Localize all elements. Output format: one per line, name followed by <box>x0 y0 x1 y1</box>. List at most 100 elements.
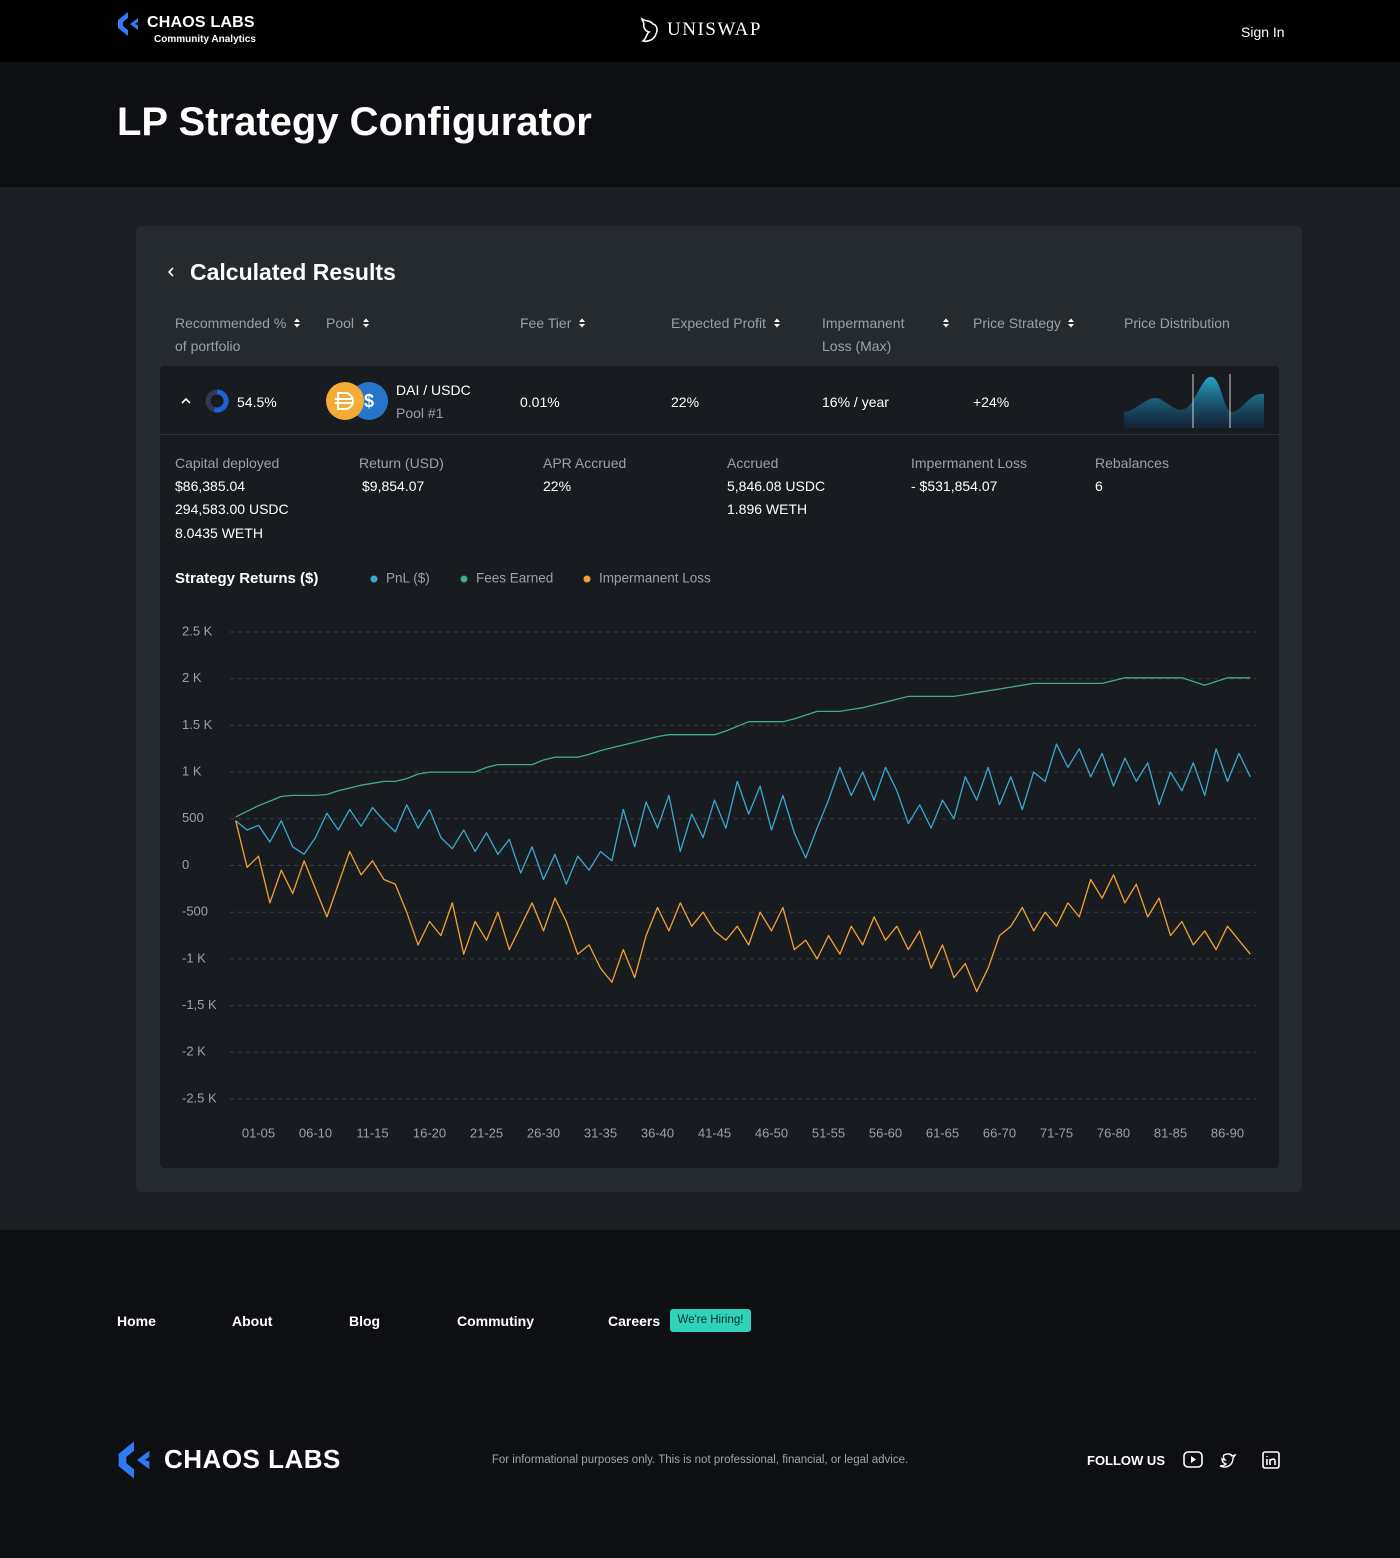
series-line <box>235 743 1251 885</box>
footer-logo <box>118 1441 150 1479</box>
page-title: LP Strategy Configurator <box>117 100 592 144</box>
x-tick-label: 26-30 <box>527 1125 560 1140</box>
y-tick-label: 1 K <box>182 764 202 779</box>
result-panel <box>160 366 1279 1168</box>
top-bar <box>0 0 1400 62</box>
x-tick-label: 81-85 <box>1154 1125 1187 1140</box>
x-tick-label: 21-25 <box>470 1125 503 1140</box>
y-tick-label: -500 <box>182 904 208 919</box>
x-tick-label: 46-50 <box>755 1125 788 1140</box>
y-tick-label: 500 <box>182 810 204 825</box>
column-header: Price Strategy <box>973 315 1061 331</box>
brand-subtitle: Community Analytics <box>154 34 256 45</box>
youtube-icon[interactable] <box>1183 1451 1203 1468</box>
detail-value: 6 <box>1095 478 1103 494</box>
sort-icon[interactable] <box>292 317 302 329</box>
detail-label: Capital deployed <box>175 455 280 471</box>
x-tick-label: 56-60 <box>869 1125 902 1140</box>
nav-link[interactable]: Home <box>117 1313 156 1329</box>
column-header: Price Distribution <box>1124 315 1230 331</box>
nav-link[interactable]: Commutiny <box>457 1313 534 1329</box>
series-line <box>235 820 1251 993</box>
detail-label: Return (USD) <box>359 455 444 471</box>
detail-value: $9,854.07 <box>362 478 425 494</box>
x-tick-label: 31-35 <box>584 1125 617 1140</box>
y-tick-label: -1,5 K <box>182 997 217 1012</box>
hiring-badge[interactable]: We're Hiring! <box>670 1309 751 1332</box>
column-header: Impermanent Loss (Max) <box>822 315 905 354</box>
y-tick-label: 1.5 K <box>182 717 213 732</box>
nav-link[interactable]: Careers <box>608 1313 661 1329</box>
detail-value: 1.896 WETH <box>727 501 808 518</box>
column-header: Fee Tier <box>520 315 572 331</box>
x-tick-label: 51-55 <box>812 1125 845 1140</box>
nav-link[interactable]: Blog <box>349 1313 381 1329</box>
x-tick-label: 06-10 <box>299 1125 332 1140</box>
detail-label: APR Accrued <box>543 455 627 471</box>
legend-label: Impermanent Loss <box>599 571 711 586</box>
pool-name: DAI / USDC <box>396 382 471 398</box>
x-tick-label: 41-45 <box>698 1125 731 1140</box>
legend-label: Fees Earned <box>476 571 553 586</box>
x-tick-label: 66-70 <box>983 1125 1016 1140</box>
social-icons <box>1183 1451 1280 1469</box>
footer <box>0 1230 1400 1558</box>
x-tick-label: 11-15 <box>356 1125 388 1140</box>
linkedin-icon[interactable] <box>1262 1451 1280 1469</box>
allocation-percent: 54.5% <box>237 394 277 410</box>
x-tick-label: 16-20 <box>413 1125 446 1140</box>
y-tick-label: 2 K <box>182 670 202 685</box>
fee-tier: 0.01% <box>520 394 560 410</box>
sort-icon[interactable] <box>577 317 587 329</box>
detail-value: $86,385.04 <box>175 478 246 494</box>
title-band <box>0 62 1400 187</box>
detail-value: 22% <box>543 478 572 494</box>
legend-swatch <box>460 575 468 583</box>
sign-in[interactable]: Sign In <box>1241 24 1285 40</box>
sort-icon[interactable] <box>941 317 951 329</box>
legend-swatch <box>370 575 378 583</box>
partner-name: UNISWAP <box>667 19 762 40</box>
sort-icon[interactable] <box>361 317 371 329</box>
collapse-icon[interactable] <box>180 395 192 407</box>
y-tick-label: -2.5 K <box>182 1090 217 1105</box>
x-tick-label: 36-40 <box>641 1125 674 1140</box>
detail-label: Impermanent Loss <box>911 455 1027 471</box>
disclaimer: For informational purposes only. This is… <box>491 1454 909 1466</box>
sort-icon[interactable] <box>772 317 782 329</box>
back-icon[interactable] <box>165 266 177 278</box>
y-tick-label: 0 <box>182 857 189 872</box>
uniswap-logo <box>640 17 658 43</box>
x-tick-label: 71-75 <box>1040 1125 1073 1140</box>
x-tick-label: 61-65 <box>926 1125 959 1140</box>
legend-label: PnL ($) <box>386 571 430 586</box>
y-tick-label: -2 K <box>182 1044 206 1059</box>
impermanent-loss: 16% / year <box>822 394 889 410</box>
sort-icon[interactable] <box>1066 317 1076 329</box>
twitter-icon[interactable] <box>1219 1453 1237 1468</box>
detail-label: Rebalances <box>1095 455 1169 471</box>
detail-value: 5,846.08 USDC <box>727 478 826 494</box>
series-line <box>235 677 1251 818</box>
follow-us: FOLLOW US <box>1087 1453 1165 1468</box>
detail-label: Accrued <box>727 455 779 471</box>
expected-profit: 22% <box>671 394 700 410</box>
nav-link[interactable]: About <box>232 1313 273 1329</box>
brand-logo <box>118 12 138 36</box>
detail-value: 8.0435 WETH <box>175 524 263 541</box>
column-header: Recommended % of portfolio <box>175 315 287 354</box>
row-divider <box>160 434 1279 435</box>
y-tick-label: -1 K <box>182 950 206 965</box>
card-title: Calculated Results <box>190 259 396 285</box>
column-header: Expected Profit <box>671 315 766 331</box>
column-header: Pool <box>326 315 355 331</box>
detail-value: - $531,854.07 <box>911 478 998 494</box>
chart-title: Strategy Returns ($) <box>175 570 318 587</box>
footer-brand: CHAOS LABS <box>164 1444 341 1474</box>
x-tick-label: 86-90 <box>1211 1125 1244 1140</box>
legend-swatch <box>583 575 591 583</box>
price-distribution-sparkline <box>1124 374 1264 428</box>
pool-tokens: $ <box>326 382 388 420</box>
brand-name: CHAOS LABS <box>147 14 255 31</box>
